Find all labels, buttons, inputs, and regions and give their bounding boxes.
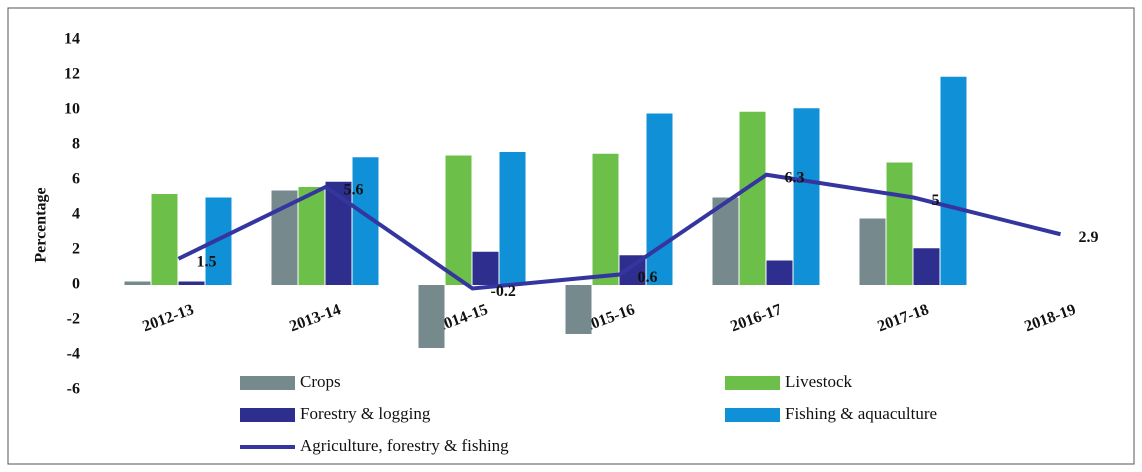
x-tick-label: 2016-17 <box>728 301 784 335</box>
bar <box>298 187 325 285</box>
bar <box>445 155 472 285</box>
bar <box>472 251 499 285</box>
x-tick-label: 2017-18 <box>875 301 931 335</box>
y-tick-label: 2 <box>72 241 80 258</box>
data-label: 6.3 <box>785 169 805 186</box>
x-tick-label: 2013-14 <box>287 301 343 335</box>
bar <box>913 248 940 285</box>
bar <box>592 153 619 285</box>
bar <box>325 181 352 285</box>
data-label: 2.9 <box>1079 229 1099 246</box>
y-tick-label: 0 <box>72 276 80 293</box>
line <box>177 172 1061 291</box>
data-label: -0.2 <box>491 283 516 300</box>
legend-swatch <box>240 408 295 422</box>
bar <box>646 113 673 285</box>
legend-label: Livestock <box>785 372 853 391</box>
y-tick-label: 12 <box>64 66 80 83</box>
legend-swatch <box>725 376 780 390</box>
x-tick-label: 2012-13 <box>140 301 196 335</box>
bar <box>178 281 205 285</box>
data-label: 5.6 <box>344 182 364 199</box>
data-label: 1.5 <box>197 253 217 270</box>
bar <box>793 108 820 285</box>
legend-swatch <box>240 376 295 390</box>
bar <box>739 111 766 285</box>
bar <box>499 152 526 285</box>
data-label: 5 <box>932 192 940 209</box>
bar <box>712 197 739 285</box>
legend-swatch <box>725 408 780 422</box>
frame <box>7 7 1135 465</box>
y-tick-label: 6 <box>72 171 80 188</box>
x-tick-label: 2018-19 <box>1022 301 1078 335</box>
y-tick-label: -2 <box>67 311 80 328</box>
bar <box>766 260 793 285</box>
y-tick-label: -6 <box>67 381 80 398</box>
bar <box>565 285 592 334</box>
bar <box>940 76 967 285</box>
data-label: 0.6 <box>638 269 658 286</box>
bar <box>886 162 913 285</box>
bar <box>418 285 445 348</box>
y-tick-label: 14 <box>64 31 80 48</box>
legend-label: Forestry & logging <box>300 404 431 423</box>
bar <box>151 194 178 285</box>
y-tick-label: -4 <box>67 346 80 363</box>
bar <box>859 218 886 285</box>
legend-label: Crops <box>300 372 341 391</box>
y-tick-label: 10 <box>64 101 80 118</box>
y-tick-label: 8 <box>72 136 80 153</box>
y-axis-label: Percentage <box>33 187 50 262</box>
legend-label: Fishing & aquaculture <box>785 404 937 423</box>
legend-label: Agriculture, forestry & fishing <box>300 436 509 455</box>
bar <box>124 281 151 285</box>
y-tick-label: 4 <box>72 206 80 223</box>
